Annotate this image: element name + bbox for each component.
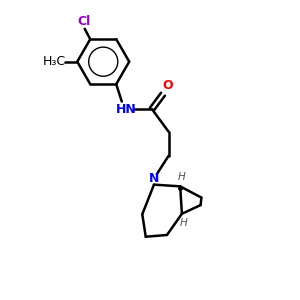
Text: H: H bbox=[178, 172, 186, 182]
Text: HN: HN bbox=[116, 103, 136, 116]
Text: H: H bbox=[180, 218, 188, 229]
Text: H₃C: H₃C bbox=[43, 55, 66, 68]
Text: N: N bbox=[149, 172, 159, 185]
Text: Cl: Cl bbox=[77, 15, 91, 28]
Text: O: O bbox=[163, 80, 173, 92]
